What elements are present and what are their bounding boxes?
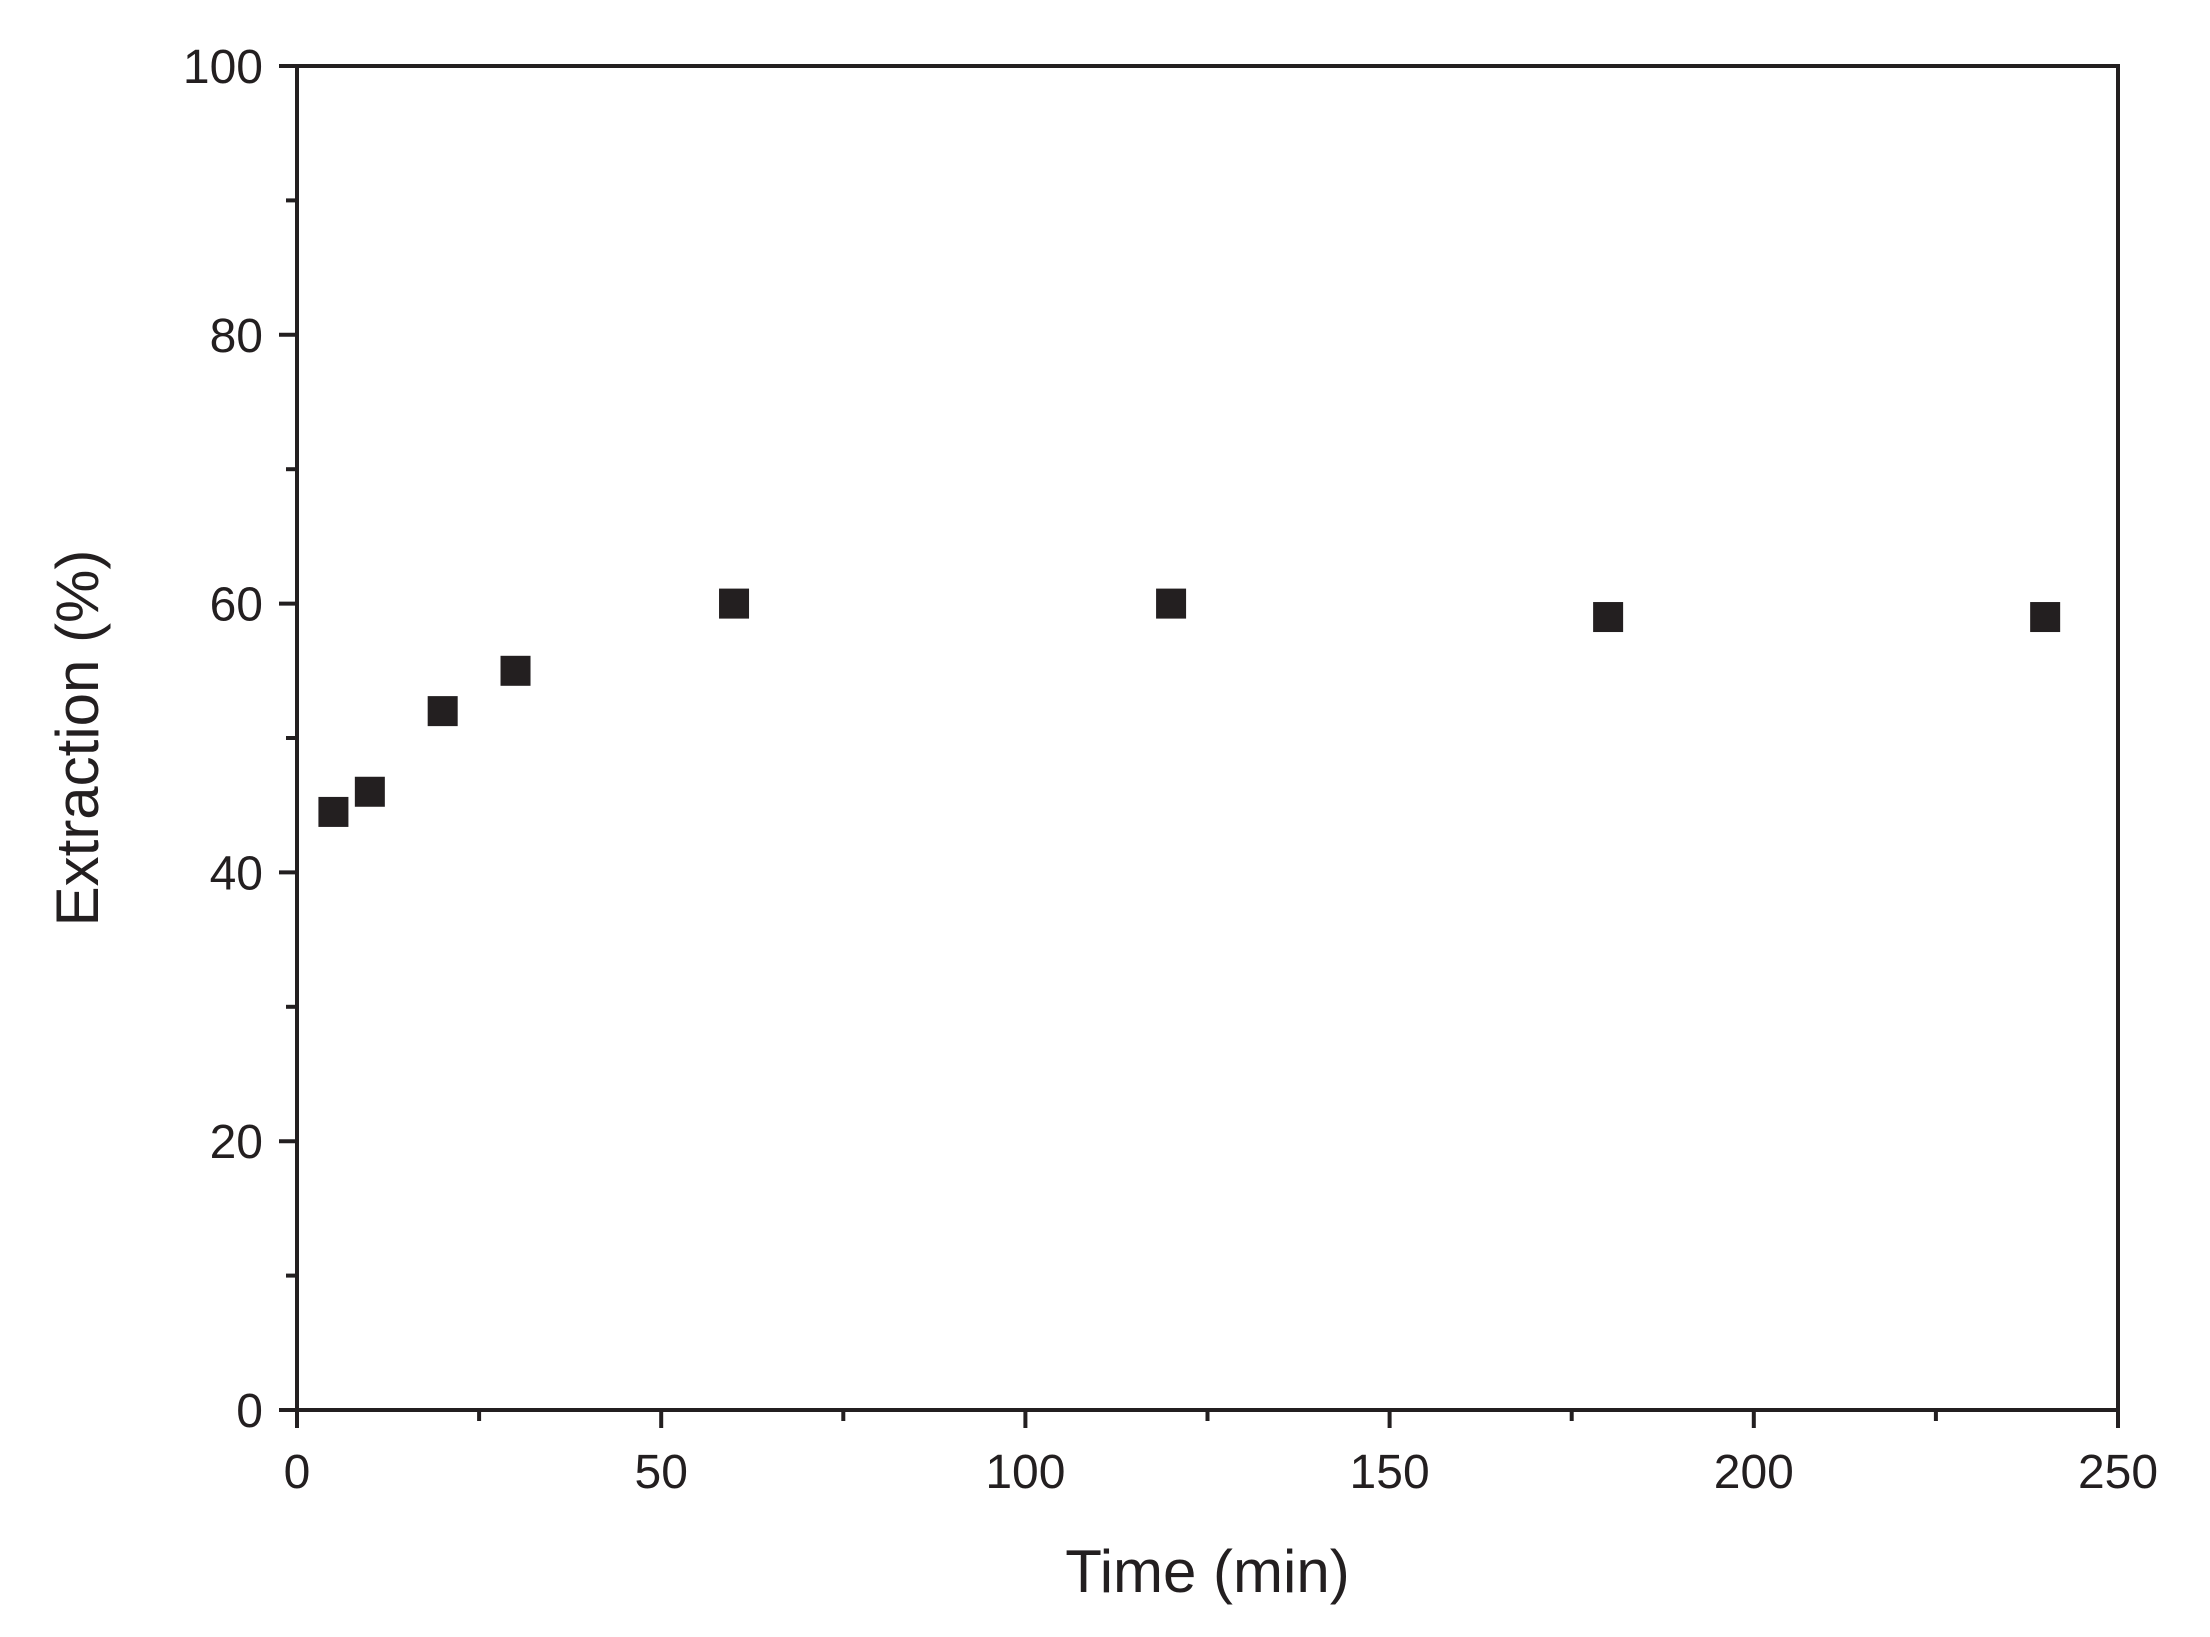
y-tick-label: 20	[210, 1116, 263, 1169]
y-axis-title: Extraction (%)	[44, 550, 111, 927]
x-tick-label: 200	[1714, 1446, 1794, 1499]
data-point	[1593, 602, 1624, 633]
data-point	[1156, 588, 1187, 619]
x-tick-label: 50	[635, 1446, 688, 1499]
data-point	[500, 655, 531, 686]
data-point	[719, 588, 750, 619]
x-tick-label: 250	[2078, 1446, 2158, 1499]
x-tick-label: 150	[1350, 1446, 1430, 1499]
data-point	[427, 696, 458, 727]
y-axis-ticks: 0 20 40 60 80 100	[183, 41, 297, 1438]
y-tick-label: 0	[236, 1385, 263, 1438]
data-point	[2030, 602, 2061, 633]
y-tick-label: 60	[210, 579, 263, 632]
x-axis-title: Time (min)	[1065, 1538, 1349, 1605]
plot-frame	[295, 64, 2120, 1412]
data-points	[318, 588, 2061, 827]
x-axis-ticks: 0 50 100 150 200 250	[284, 1410, 2158, 1499]
y-tick-label: 100	[183, 41, 263, 94]
data-point	[354, 776, 385, 807]
x-tick-label: 0	[284, 1446, 311, 1499]
x-tick-label: 100	[985, 1446, 1065, 1499]
y-tick-label: 80	[210, 310, 263, 363]
data-point	[318, 796, 349, 827]
y-tick-label: 40	[210, 847, 263, 900]
